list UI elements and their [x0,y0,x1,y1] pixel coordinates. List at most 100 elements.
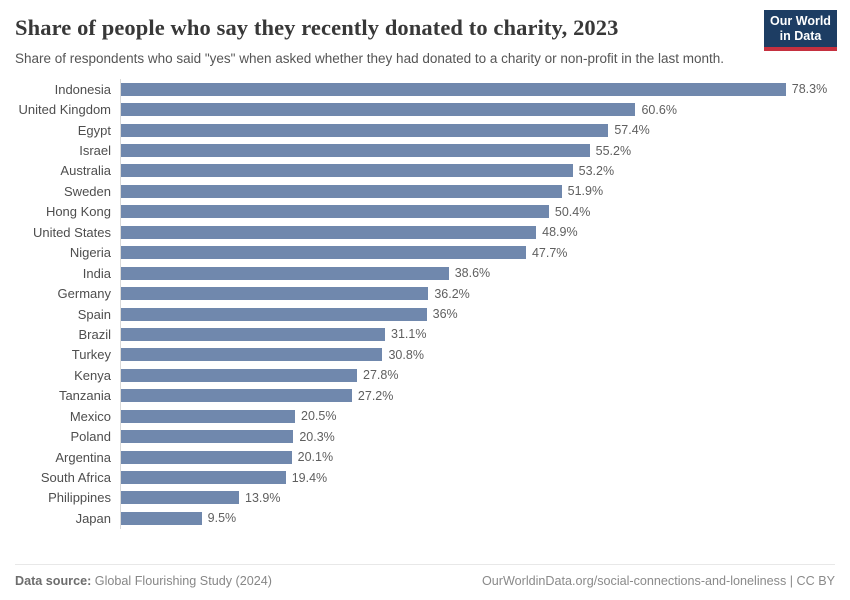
chart-row: United States 48.9% [15,222,835,243]
bar[interactable] [121,389,352,403]
bar-track: 48.9% [120,222,835,243]
bar-track: 30.8% [120,344,835,366]
bar-chart: Indonesia 78.3% United Kingdom 60.6% Egypt 57… [0,79,850,529]
bar-track: 36.2% [120,283,835,304]
credit-link[interactable]: OurWorldinData.org/social-connections-an… [481,574,835,588]
chart-row: Indonesia 78.3% [15,79,835,100]
country-label: Turkey [71,347,111,363]
country-label: South Africa [40,470,111,486]
bar-track: 19.4% [120,467,835,488]
bar[interactable] [121,103,636,117]
value-label: 60.6% [641,102,677,117]
value-label: 27.8% [363,368,399,383]
bar[interactable] [121,511,202,525]
bar[interactable] [121,266,449,280]
chart-row: Argentina 20.1% [15,446,835,468]
bar[interactable] [121,327,386,341]
logo-text-line2: in Data [779,29,822,43]
chart-row: Kenya 27.8% [15,365,835,386]
bar-track: 60.6% [120,99,835,120]
bar-track: 53.2% [120,160,835,182]
value-label: 31.1% [391,327,427,342]
bar[interactable] [121,348,383,362]
bar-track: 38.6% [120,262,835,284]
country-label: Poland [70,429,111,445]
country-label: United States [32,224,111,240]
bar[interactable] [121,409,296,423]
chart-row: Sweden 51.9% [15,181,835,202]
chart-row: Egypt 57.4% [15,119,835,141]
bar[interactable] [121,450,292,464]
value-label: 30.8% [388,347,424,362]
data-source: Data source: Global Flourishing Study (2… [15,574,272,588]
country-label: Tanzania [58,388,111,404]
chart-row: Tanzania 27.2% [15,385,835,406]
bar[interactable] [121,184,562,198]
bar[interactable] [121,368,358,382]
value-label: 19.4% [291,470,328,485]
chart-row: Israel 55.2% [15,140,835,161]
country-label: Mexico [69,408,111,424]
bar-track: 55.2% [120,140,835,161]
chart-subtitle: Share of respondents who said "yes" when… [15,51,725,66]
country-label: Indonesia [54,81,111,97]
bar-track: 20.5% [120,406,835,427]
country-label: Hong Kong [45,204,111,220]
chart-header: Share of people who say they recently do… [0,0,850,68]
value-label: 38.6% [454,266,491,281]
value-label: 51.9% [567,184,604,199]
bar-track: 27.8% [120,365,835,386]
country-label: Argentina [55,449,111,465]
value-label: 36.2% [434,286,470,301]
country-label: Spain [77,306,111,322]
bar[interactable] [121,307,427,321]
bar-track: 47.7% [120,242,835,263]
chart-row: Philippines 13.9% [15,487,835,509]
owid-logo[interactable]: Our World in Data [764,10,837,51]
chart-row: Hong Kong 50.4% [15,201,835,223]
bar-track: 9.5% [120,508,835,529]
value-label: 47.7% [531,245,568,260]
chart-row: India 38.6% [15,262,835,284]
value-label: 20.1% [297,450,334,465]
country-label: Germany [57,286,111,302]
bar-track: 20.3% [120,426,835,447]
value-label: 27.2% [357,388,394,403]
country-label: Nigeria [69,245,111,261]
bar-track: 20.1% [120,446,835,468]
value-label: 20.5% [301,409,337,424]
chart-title: Share of people who say they recently do… [15,15,619,40]
chart-row: United Kingdom 60.6% [15,99,835,120]
bar-track: 57.4% [120,119,835,141]
bar[interactable] [121,123,609,137]
chart-row: Japan 9.5% [15,508,835,529]
bar-chart-rows: Indonesia 78.3% United Kingdom 60.6% Egypt 57… [15,79,835,529]
bar[interactable] [121,144,590,158]
value-label: 9.5% [207,511,237,526]
chart-row: Spain 36% [15,303,835,325]
bar-track: 36% [120,303,835,325]
data-source-label: Data source: [15,574,92,588]
value-label: 20.3% [299,429,335,444]
data-source-value: Global Flourishing Study (2024) [94,574,272,588]
logo-text-line1: Our World [770,14,831,28]
bar[interactable] [121,225,537,239]
bar[interactable] [121,164,573,178]
bar[interactable] [121,491,239,505]
bar[interactable] [121,287,429,301]
bar[interactable] [121,471,286,485]
country-label: Sweden [64,183,111,199]
bar[interactable] [121,205,549,219]
bar[interactable] [121,246,526,260]
value-label: 50.4% [554,204,591,219]
bar-track: 78.3% [120,79,835,100]
bar[interactable] [121,82,786,96]
chart-row: Germany 36.2% [15,283,835,304]
bar-track: 27.2% [120,385,835,406]
bar[interactable] [121,430,294,444]
country-label: India [82,265,111,281]
chart-row: Mexico 20.5% [15,406,835,427]
value-label: 13.9% [245,490,281,505]
value-label: 57.4% [614,123,650,138]
